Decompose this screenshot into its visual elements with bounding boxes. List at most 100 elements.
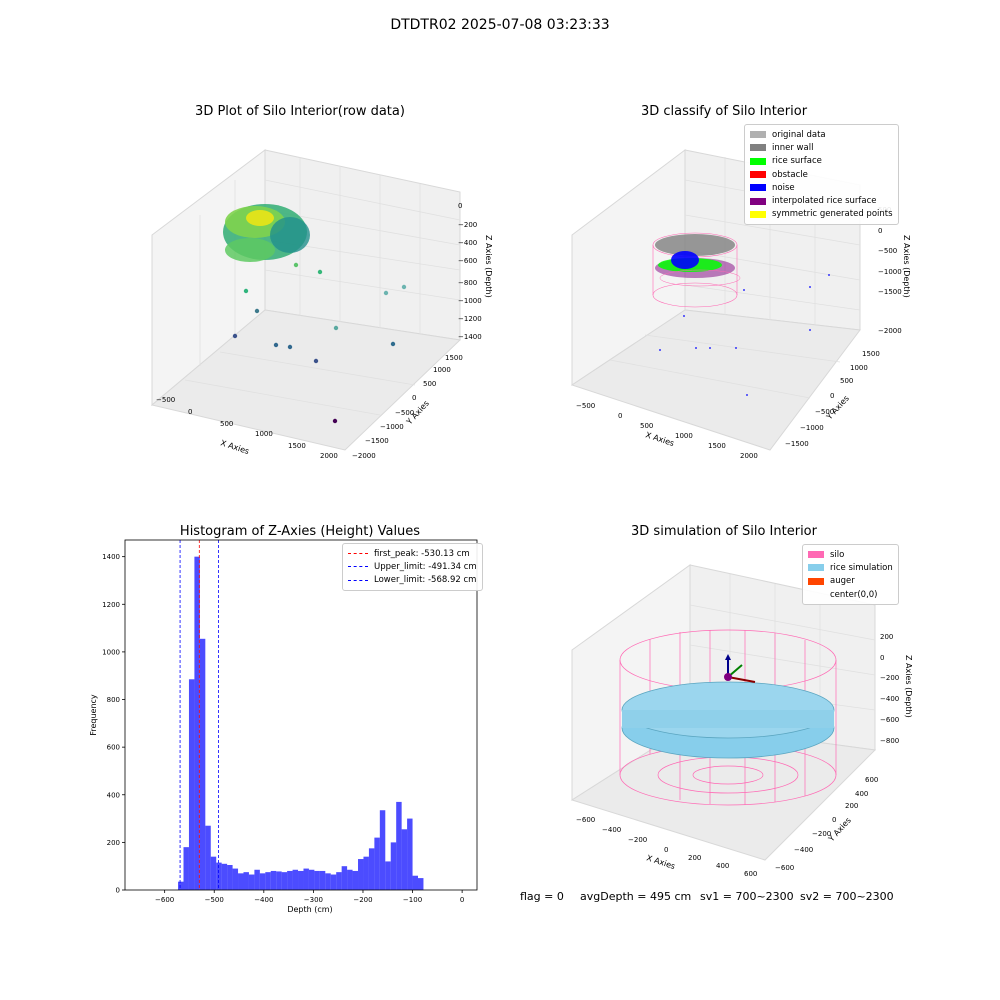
p1-ytick: −1500 (365, 437, 389, 445)
p1-ztick: −1000 (458, 297, 482, 305)
p1-ytick: −1000 (380, 423, 404, 431)
p1-ytick: −2000 (352, 452, 376, 460)
hist-ylabel: Frequency (89, 694, 98, 736)
status-flag: flag = 0 (520, 890, 564, 903)
legend-label: obstacle (772, 169, 808, 180)
hist-bar (368, 848, 375, 890)
hist-xtick-label: 0 (460, 896, 464, 904)
scatter-point (254, 308, 260, 314)
hist-bar (292, 869, 299, 890)
hist-bar (314, 870, 320, 890)
p4-ztick: 200 (880, 633, 893, 641)
hist-xtick-label: −200 (353, 896, 372, 904)
p4-ytick: −600 (775, 864, 794, 872)
figure-title: DTDTR02 2025-07-08 03:23:33 (390, 17, 610, 33)
legend-label: silo (830, 549, 845, 560)
legend-line (348, 566, 368, 568)
hist-bar (308, 869, 315, 890)
scatter-point (232, 333, 238, 339)
p2-ztick: 0 (878, 227, 882, 235)
p1-xlabel: X Axies (219, 438, 250, 456)
hist-xtick-label: −400 (254, 896, 273, 904)
p1-ztick: −1200 (458, 315, 482, 323)
p2-xlabel: X Axies (644, 430, 675, 448)
panel4-3d-simulation: −600 −400 −200 0 200 400 600 X Axies −60… (570, 564, 913, 878)
hist-bar (178, 881, 184, 890)
p4-xtick: 200 (688, 854, 701, 862)
legend-label: center(0,0) (830, 589, 878, 600)
scatter-point (332, 418, 338, 424)
legend-swatch (750, 171, 766, 179)
p1-xtick: 0 (188, 408, 192, 416)
hist-ytick-label: 1400 (102, 553, 120, 561)
noise-point (709, 347, 711, 349)
noise-point (659, 349, 661, 351)
panel1-3d-scatter: −500 0 500 1000 1500 2000 X Axies −2000 … (150, 148, 493, 460)
legend-line (348, 579, 368, 581)
noise-point (809, 329, 811, 331)
legend-item: original data (750, 128, 893, 141)
p2-xtick: 500 (640, 422, 653, 430)
hist-bar (281, 872, 288, 890)
panel4-auger (724, 654, 756, 683)
p4-ytick: −400 (794, 846, 813, 854)
p2-xtick: −500 (576, 402, 595, 410)
hist-bar (303, 868, 309, 890)
p4-ytick: 600 (865, 776, 878, 784)
legend-swatch (750, 184, 766, 192)
p4-xtick: 0 (664, 846, 668, 854)
p4-xtick: −400 (602, 826, 621, 834)
scatter-point (390, 341, 396, 347)
p4-xtick: −600 (576, 816, 595, 824)
p1-xtick: 2000 (320, 452, 338, 460)
legend-label: Upper_limit: -491.34 cm (374, 561, 477, 572)
hist-bar (379, 810, 386, 890)
p1-ztick: −200 (458, 221, 477, 229)
hist-ytick-label: 200 (107, 839, 120, 847)
hist-bar (396, 801, 402, 890)
scatter-point (273, 342, 279, 348)
legend-label: interpolated rice surface (772, 196, 877, 207)
panel1-x-ticks: −500 0 500 1000 1500 2000 (156, 396, 338, 460)
p2-ztick: −1000 (878, 268, 902, 276)
status-sv1: sv1 = 700~2300 (700, 890, 794, 903)
p4-ytick: 0 (832, 816, 836, 824)
p4-ztick: −800 (880, 737, 899, 745)
panel3-histogram: −600 −500 −400 −300 −200 −100 0 0 200 400 600 800 10… (89, 539, 478, 914)
legend-item: Upper_limit: -491.34 cm (348, 560, 477, 573)
p2-ytick: −1000 (800, 424, 824, 432)
hist-ytick-label: 0 (116, 887, 120, 895)
panel2-legend: original data inner wall rice surface ob… (744, 124, 899, 226)
p4-xtick: 400 (716, 862, 729, 870)
status-avg-depth: avgDepth = 495 cm (580, 890, 692, 903)
legend-label: rice surface (772, 156, 822, 167)
p4-ztick: −600 (880, 716, 899, 724)
legend-label: Lower_limit: -568.92 cm (374, 575, 477, 586)
panel1-surface-cloud (223, 204, 310, 262)
hist-ytick-label: 1000 (102, 648, 120, 656)
legend-item: interpolated rice surface (750, 194, 893, 207)
hist-xtick-label: −300 (304, 896, 323, 904)
hist-xtick-label: −100 (403, 896, 422, 904)
hist-bar (276, 871, 282, 890)
noise-point (743, 289, 745, 291)
legend-item: noise (750, 181, 893, 194)
scatter-point (401, 284, 407, 290)
hist-bar (363, 856, 369, 890)
panel4-title: 3D simulation of Silo Interior (631, 524, 817, 539)
hist-bar (232, 868, 239, 890)
panel1-outlier-points (232, 262, 407, 424)
p1-zlabel: Z Axies (Depth) (484, 235, 493, 298)
legend-swatch (750, 157, 766, 165)
panel2-noise-points (659, 274, 830, 396)
p1-ztick: −800 (458, 279, 477, 287)
hist-bar (248, 874, 255, 890)
status-sv2: sv2 = 700~2300 (800, 890, 894, 903)
scatter-point (317, 269, 323, 275)
p4-xtick: −200 (628, 836, 647, 844)
panel2-title: 3D classify of Silo Interior (640, 104, 808, 119)
hist-bar (347, 869, 353, 890)
p4-ztick: −400 (880, 695, 899, 703)
panel4-y-ticks: −600 −400 −200 0 200 400 600 (775, 776, 878, 872)
legend-swatch (750, 210, 766, 218)
